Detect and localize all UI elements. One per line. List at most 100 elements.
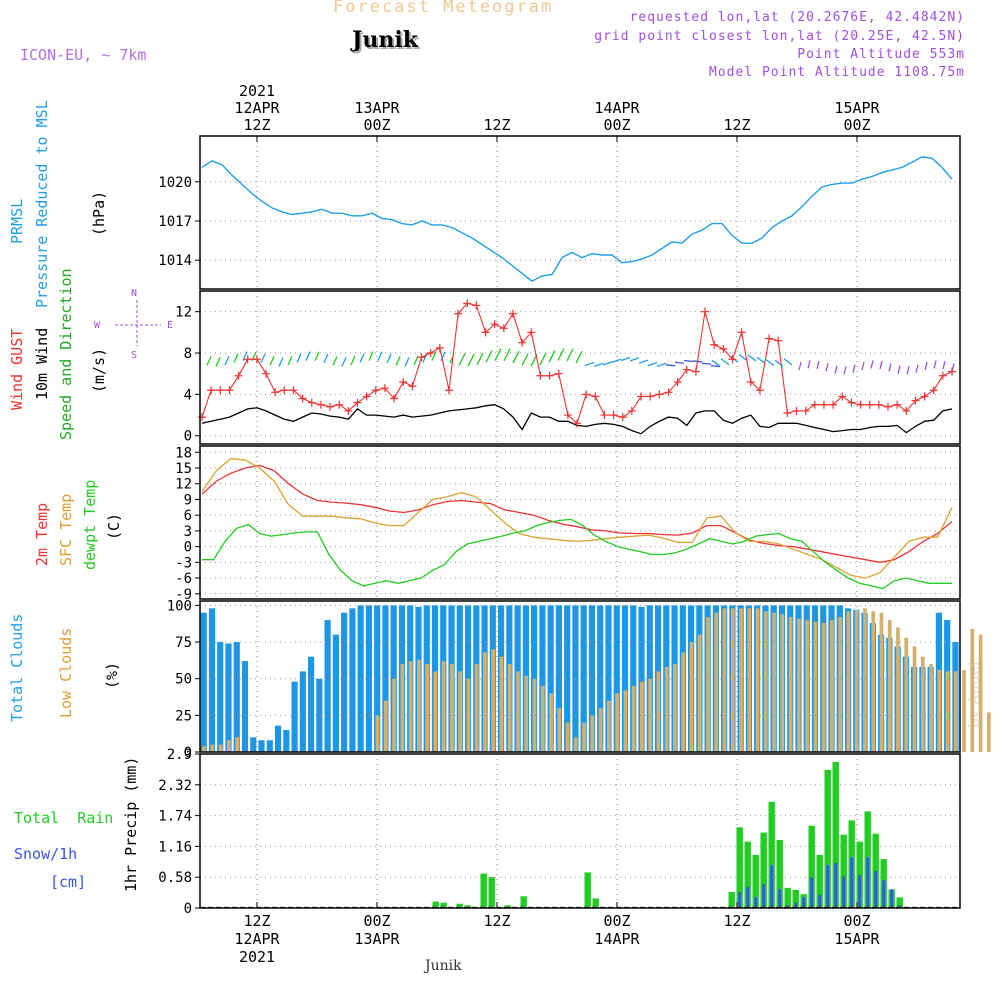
temp-tick-label: 12	[175, 477, 192, 493]
snow-bar	[738, 892, 742, 908]
low-cloud-bar	[656, 671, 661, 752]
gust-marker	[847, 398, 856, 407]
gust-marker	[938, 371, 947, 380]
gust-marker	[856, 400, 865, 409]
gust-marker	[929, 386, 938, 395]
low-cloud-bar	[235, 737, 239, 752]
wind-direction-arrow	[314, 351, 320, 362]
snow-bar	[874, 870, 878, 908]
gust-marker	[353, 398, 362, 407]
rain-bar	[744, 841, 751, 908]
gust-marker	[536, 371, 545, 380]
wind-direction-arrow	[494, 348, 502, 361]
wind-direction-arrow	[861, 361, 865, 371]
top-time-label: 13APR	[354, 99, 400, 117]
rain-bar	[736, 827, 743, 908]
low-cloud-bar	[557, 708, 562, 752]
panel-frame	[199, 290, 961, 445]
gust-marker	[335, 400, 344, 409]
snow-bar	[794, 902, 798, 908]
low-cloud-bar	[929, 664, 933, 752]
wind-direction-arrow	[638, 359, 649, 364]
temp-tick-label: 0	[184, 540, 192, 556]
total-cloud-bar	[225, 643, 232, 752]
rain-bar	[432, 901, 439, 908]
precip-tick-label: 0	[184, 901, 192, 917]
rain-bar	[808, 825, 815, 908]
wind-direction-arrow	[404, 357, 410, 367]
gust-marker	[609, 411, 618, 420]
snow-bar	[858, 875, 862, 908]
total-cloud-bar	[324, 620, 331, 752]
gust-marker	[362, 392, 371, 401]
top-time-label: 12Z	[723, 116, 750, 134]
low-cloud-bar	[714, 612, 719, 752]
wind-tick-label: 8	[184, 346, 192, 362]
gust-marker	[499, 324, 508, 333]
gust-marker	[883, 402, 892, 411]
gust-marker	[271, 388, 280, 397]
wind-direction-arrow	[852, 364, 856, 373]
low-cloud-bar	[986, 712, 991, 752]
gust-marker	[911, 396, 920, 405]
wind-direction-arrow	[915, 364, 919, 373]
wind-direction-arrow	[870, 360, 874, 369]
low-cloud-bar	[466, 678, 471, 752]
wind-direction-arrow	[215, 357, 221, 367]
rain-bar	[840, 834, 847, 908]
rain-bar	[832, 761, 839, 908]
low-cloud-bar	[805, 620, 809, 752]
wind-direction-arrow	[359, 353, 365, 363]
wind-direction-arrow	[458, 353, 466, 366]
temp-tick-label: 15	[175, 461, 192, 477]
low-cloud-bar	[524, 675, 529, 752]
low-cloud-bar	[780, 614, 785, 752]
wind-direction-arrow	[476, 352, 484, 366]
low-cloud-bar	[970, 628, 975, 752]
gust-marker	[527, 328, 536, 337]
panel-frame	[199, 445, 961, 600]
low-cloud-bar	[953, 671, 958, 752]
snow-bar	[762, 884, 766, 908]
low-cloud-bar	[573, 737, 578, 752]
low-cloud-bar	[383, 700, 388, 752]
low-cloud-bar	[871, 611, 876, 752]
snow-bar	[898, 905, 902, 908]
precip-tick-label: 0.58	[158, 870, 192, 886]
snow-label: Snow/1h	[14, 845, 78, 863]
temp-tick-label: -9	[175, 587, 192, 603]
gust-marker	[326, 402, 335, 411]
bottom-time-label: 14APR	[594, 930, 640, 948]
low-cloud-bar	[433, 671, 438, 752]
cloud-tick-label: 25	[175, 708, 192, 724]
bottom-time-label: 00Z	[603, 912, 630, 930]
rain-label: Total Rain	[14, 809, 114, 827]
gust-marker	[481, 328, 490, 337]
rain-bar	[592, 898, 599, 908]
total-cloud-bar	[613, 605, 620, 752]
gust-marker	[637, 392, 646, 401]
point-altitude: Point Altitude 553m	[797, 47, 965, 62]
gust-marker	[774, 336, 783, 345]
wind-direction-arrow	[206, 356, 212, 366]
top-time-label: 00Z	[603, 116, 630, 134]
wind-direction-arrow	[296, 353, 302, 363]
gust-marker	[902, 406, 911, 415]
wind-tick-label: 0	[184, 429, 192, 445]
low-cloud-bar	[747, 608, 752, 752]
gust-marker	[307, 398, 316, 407]
rain-bar	[752, 854, 759, 908]
wind-direction-arrow	[807, 360, 811, 369]
rain-bar	[728, 892, 735, 908]
low-cloud-bar	[763, 611, 768, 752]
total-cloud-bar	[588, 605, 596, 752]
wind-direction-arrow	[224, 355, 230, 366]
gust-marker	[545, 371, 554, 380]
total-cloud-bar	[605, 605, 612, 752]
snow-bar	[818, 894, 822, 908]
gust-marker	[627, 406, 636, 415]
rain-bar	[896, 897, 903, 908]
cloud-tick-label: 0	[184, 745, 192, 761]
wind-direction-arrow	[575, 350, 583, 364]
